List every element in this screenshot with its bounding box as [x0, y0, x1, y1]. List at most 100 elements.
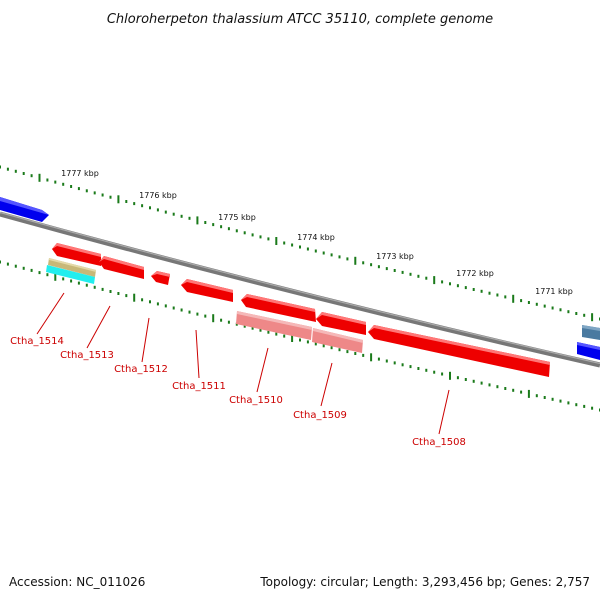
minor-tick [527, 301, 530, 304]
major-tick [212, 314, 215, 323]
gene-ctha-1510-pink[interactable] [236, 311, 312, 340]
minor-tick [330, 346, 333, 350]
gene-label-1508: Ctha_1508 [412, 437, 466, 448]
minor-tick [291, 243, 294, 247]
minor-tick [472, 288, 475, 291]
minor-tick [496, 293, 499, 297]
gene-khaki[interactable] [48, 258, 96, 277]
minor-tick [62, 182, 65, 186]
minor-tick [149, 206, 151, 210]
tick-label-1775: 1775 kbp [218, 213, 256, 222]
tick-label-1774: 1774 kbp [297, 233, 335, 242]
minor-tick [385, 267, 388, 271]
gene-ctha-1510[interactable] [241, 294, 316, 322]
gene-label-1514: Ctha_1514 [10, 336, 64, 347]
minor-tick [101, 193, 104, 197]
gene-ctha-1509[interactable] [316, 312, 366, 335]
minor-tick [283, 334, 286, 338]
gene-cyan[interactable] [46, 265, 95, 284]
minor-tick [46, 178, 49, 182]
gene-ctha-1509-pink[interactable] [312, 328, 363, 353]
minor-tick [85, 189, 88, 193]
minor-tick [275, 332, 278, 336]
minor-tick [267, 330, 270, 334]
major-tick [38, 173, 41, 182]
minor-tick [180, 214, 183, 218]
minor-tick [480, 289, 483, 293]
minor-tick [362, 261, 365, 265]
major-tick [196, 216, 199, 225]
minor-tick [30, 174, 33, 178]
minor-tick [14, 169, 17, 173]
major-tick [54, 272, 57, 281]
minor-tick [464, 378, 467, 381]
gene-ctha-1511[interactable] [181, 279, 233, 302]
minor-tick [504, 295, 507, 299]
minor-tick [322, 251, 325, 255]
scale-track-inner [0, 260, 600, 412]
minor-tick [6, 262, 9, 266]
minor-tick [535, 394, 538, 398]
major-tick [512, 294, 515, 303]
minor-tick [583, 404, 586, 408]
minor-tick [196, 312, 199, 316]
genome-backbone [0, 211, 600, 368]
gene-blue-left[interactable] [0, 197, 49, 222]
minor-tick [141, 204, 144, 208]
minor-tick [188, 310, 191, 314]
gene-ctha-1514[interactable] [52, 243, 101, 266]
minor-tick [46, 273, 49, 277]
minor-tick [330, 253, 333, 257]
minor-tick [409, 365, 412, 369]
minor-tick [543, 304, 546, 308]
minor-tick [188, 216, 191, 220]
minor-tick [551, 306, 554, 310]
minor-tick [456, 284, 459, 288]
minor-tick [425, 368, 428, 372]
minor-tick [125, 294, 128, 298]
minor-tick [156, 302, 159, 306]
minor-tick [575, 312, 578, 315]
minor-tick [22, 172, 25, 175]
label-leaders [36, 292, 450, 435]
minor-tick [346, 350, 349, 354]
minor-tick [251, 233, 254, 237]
minor-tick [567, 401, 570, 405]
major-tick [133, 293, 136, 302]
minor-tick [551, 397, 554, 401]
gene-steelblue-right[interactable] [582, 325, 600, 340]
minor-tick [6, 167, 9, 171]
minor-tick [433, 370, 436, 374]
gene-label-1510: Ctha_1510 [229, 395, 283, 406]
gene-ctha-1513[interactable] [99, 256, 144, 279]
minor-tick [338, 255, 341, 259]
minor-tick [117, 292, 120, 295]
minor-tick [543, 396, 546, 399]
minor-tick [227, 227, 230, 231]
minor-tick [62, 277, 65, 281]
minor-tick [141, 298, 144, 302]
minor-tick [101, 287, 104, 291]
minor-tick [299, 245, 301, 249]
minor-tick [22, 266, 25, 270]
minor-tick [109, 195, 112, 199]
minor-tick [299, 338, 301, 342]
minor-tick [504, 387, 507, 390]
minor-tick [417, 274, 420, 278]
gene-ctha-1512[interactable] [151, 271, 170, 285]
minor-tick [456, 376, 459, 380]
major-tick [433, 276, 436, 285]
minor-tick [164, 210, 167, 214]
gene-ctha-1508[interactable] [368, 325, 550, 377]
minor-tick [220, 225, 223, 229]
tick-label-1773: 1773 kbp [376, 252, 414, 261]
minor-tick [227, 320, 230, 324]
gene-blue-right[interactable] [577, 342, 600, 360]
minor-tick [401, 363, 404, 367]
minor-tick [259, 235, 262, 239]
minor-tick [314, 249, 317, 253]
minor-tick [204, 314, 207, 318]
minor-tick [30, 268, 33, 272]
gene-label-1512: Ctha_1512 [114, 364, 168, 375]
